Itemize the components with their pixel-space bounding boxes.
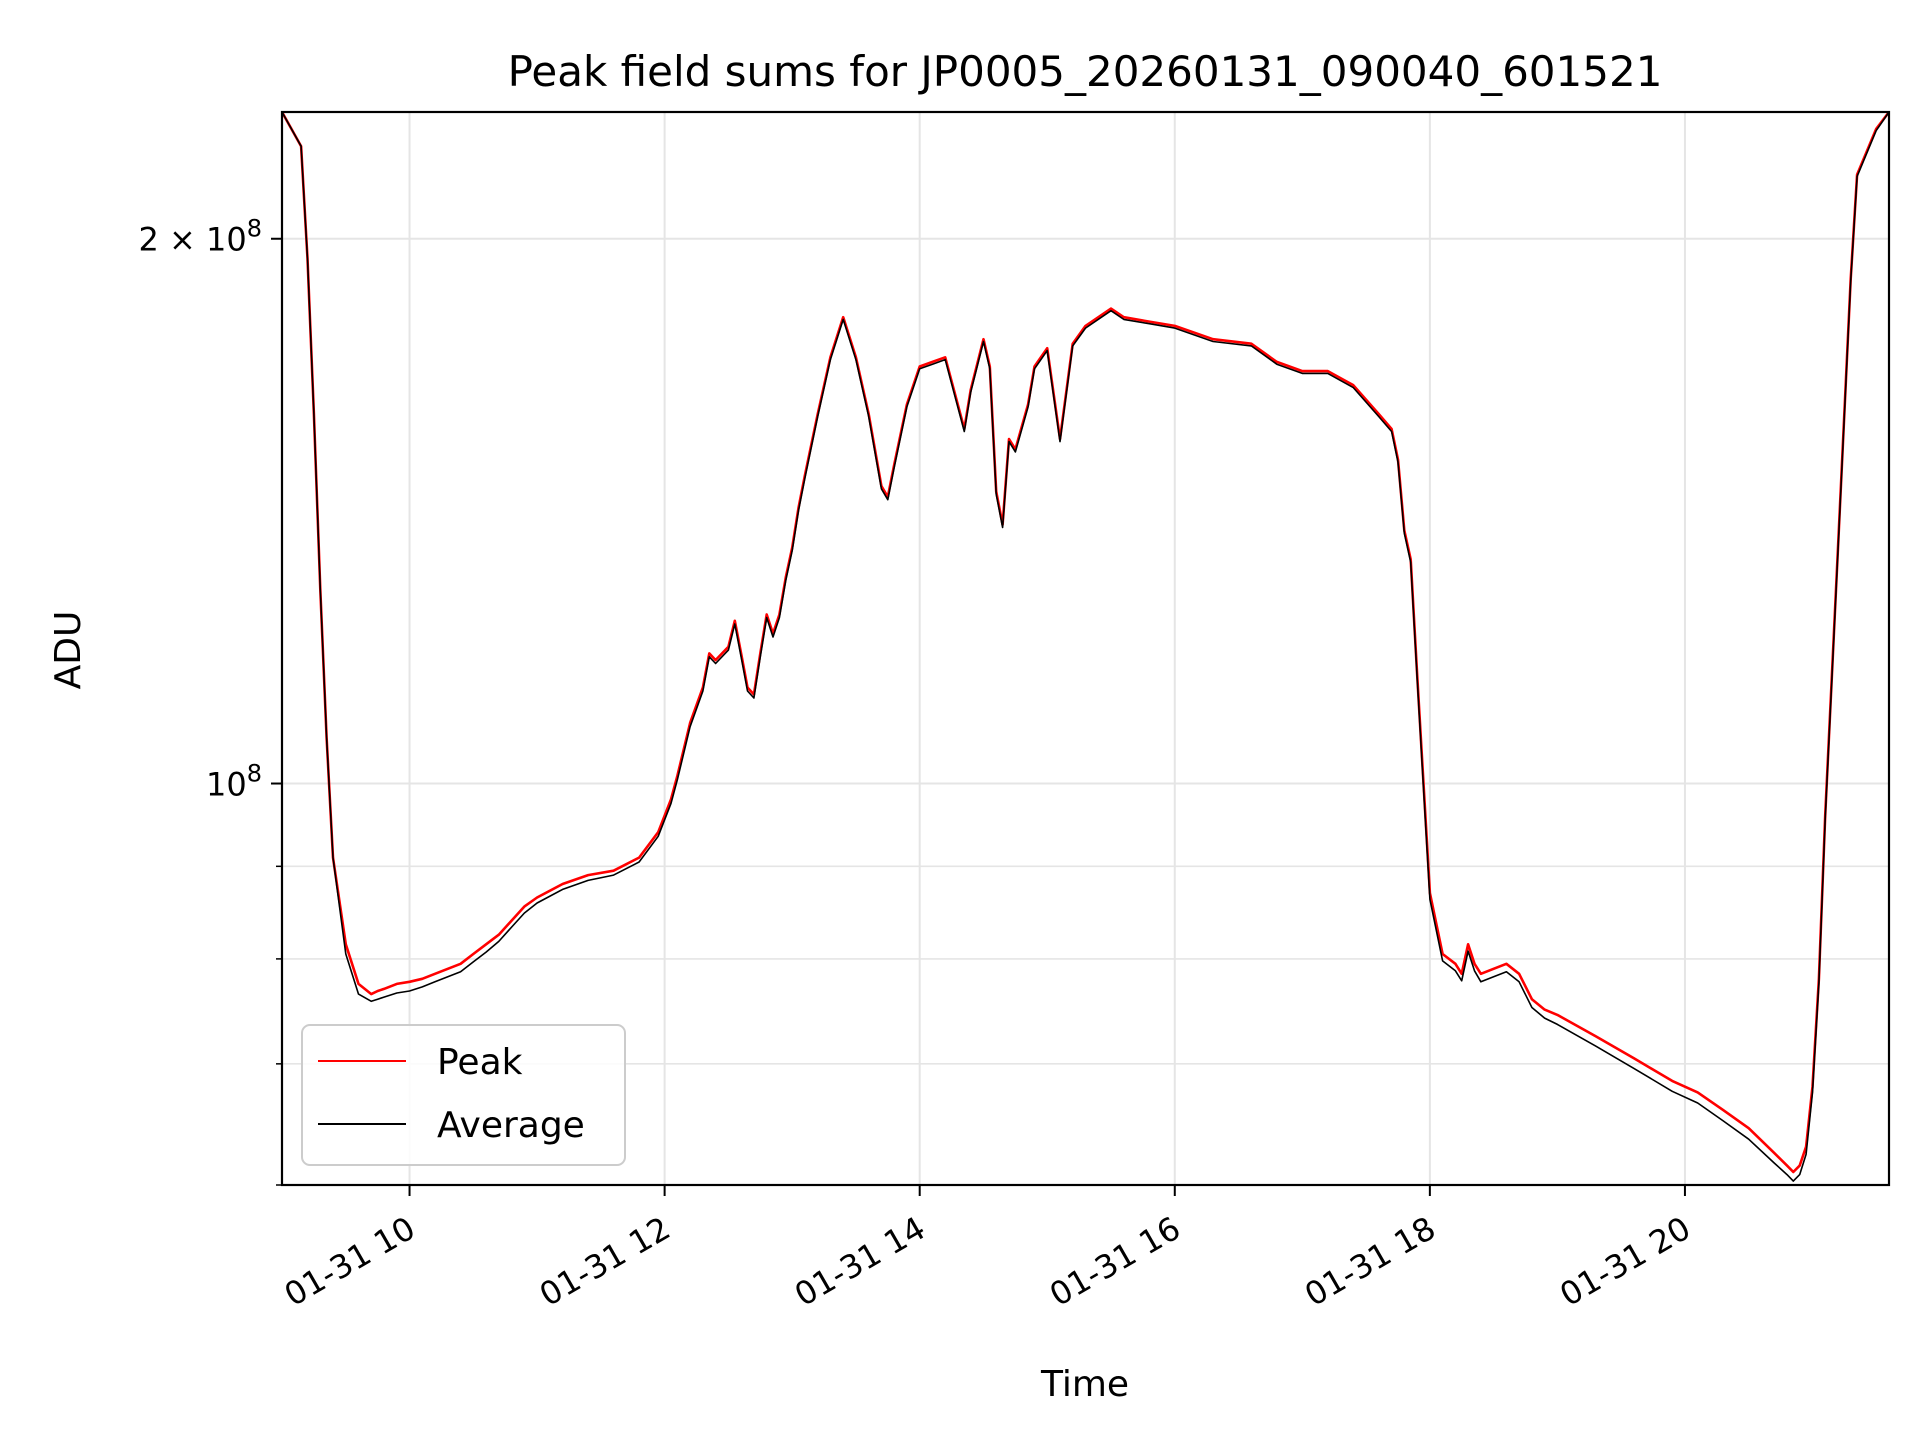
legend: Peak Average [301, 1024, 626, 1166]
plot-frame [280, 110, 1891, 1187]
series-layer [280, 111, 1891, 1182]
legend-label-average: Average [437, 1105, 585, 1146]
y-axis-label: ADU [48, 611, 89, 690]
legend-label-peak: Peak [437, 1042, 523, 1083]
series-line-average [281, 111, 1890, 1182]
chart-title: Peak field sums for JP0005_20260131_0900… [508, 47, 1663, 96]
y-tick-label: 108 [206, 760, 262, 804]
y-tick-label: 2 × 108 [138, 215, 262, 259]
x-axis-label: Time [1040, 1364, 1129, 1405]
